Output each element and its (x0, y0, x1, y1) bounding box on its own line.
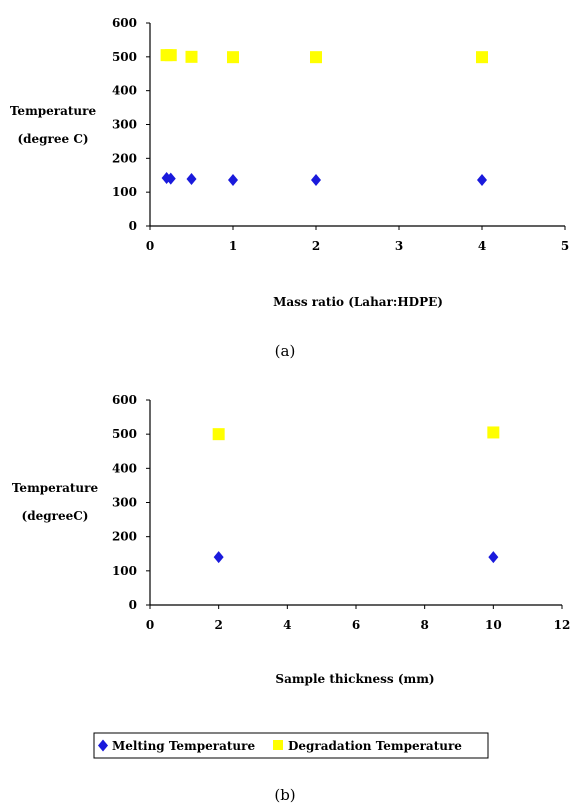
chart-a-y-tick-label: 400 (112, 84, 137, 98)
chart-a-degradation-point (476, 51, 488, 64)
chart-a-caption: (a) (275, 342, 296, 360)
chart-b-y-tick-label: 0 (129, 598, 137, 612)
chart-a-degradation-point (164, 49, 177, 62)
chart-a-degradation-point (310, 51, 322, 64)
chart-sample-thickness: Temperature (degreeC) Sample thickness (… (12, 393, 570, 804)
chart-b-x-tick-label: 12 (554, 618, 571, 632)
chart-a-x-tick-label: 2 (312, 239, 320, 253)
chart-b-ylabel-line1: Temperature (12, 481, 99, 495)
chart-a-melting-point (477, 173, 487, 186)
chart-a-x-tick-label: 5 (561, 239, 569, 253)
chart-b-degradation-point (212, 428, 225, 441)
chart-a-degradation-point (185, 50, 198, 63)
chart-b-melting-point (213, 551, 224, 564)
chart-a-y-tick-label: 600 (112, 16, 137, 30)
chart-b-y-tick-label: 600 (112, 393, 137, 407)
chart-a-melting-point (165, 172, 176, 185)
chart-b-degradation-point (487, 426, 500, 439)
chart-a-x-tick-label: 4 (478, 239, 486, 253)
chart-a-melting-point (186, 172, 197, 185)
chart-a-ylabel-line2: (degree C) (17, 132, 88, 146)
chart-b-y-tick-label: 200 (112, 530, 137, 544)
chart-b-ylabel-line2: (degreeC) (22, 509, 89, 523)
legend-box (93, 732, 489, 759)
chart-a-x-tick-label: 0 (146, 239, 154, 253)
legend-degradation-marker (273, 740, 283, 750)
chart-b-caption: (b) (274, 786, 295, 804)
chart-a-y-tick-label: 500 (112, 50, 137, 64)
chart-a-x-tick-label: 1 (229, 239, 237, 253)
chart-a-melting-point (228, 173, 238, 186)
chart-b-x-tick-label: 8 (420, 618, 428, 632)
chart-b-y-tick-label: 300 (112, 496, 137, 510)
chart-b-x-tick-label: 0 (146, 618, 154, 632)
chart-b-y-tick-label: 500 (112, 427, 137, 441)
chart-a-y-tick-label: 300 (112, 118, 137, 132)
chart-b-xlabel: Sample thickness (mm) (275, 672, 434, 686)
chart-a-melting-point (311, 173, 321, 186)
chart-b-x-tick-label: 6 (352, 618, 360, 632)
chart-a-y-tick-label: 100 (112, 185, 137, 199)
chart-a-xlabel: Mass ratio (Lahar:HDPE) (273, 295, 443, 309)
legend-degradation-label: Degradation Temperature (288, 739, 462, 753)
chart-a-x-tick-label: 3 (395, 239, 403, 253)
chart-a-degradation-point (227, 51, 239, 64)
chart-b-y-tick-label: 100 (112, 564, 137, 578)
chart-a-y-tick-label: 200 (112, 151, 137, 165)
legend: Melting Temperature Degradation Temperat… (93, 732, 489, 759)
legend-melting-marker (98, 739, 108, 752)
chart-b-melting-point (488, 551, 499, 564)
legend-melting-label: Melting Temperature (112, 739, 255, 753)
chart-b-x-tick-label: 2 (214, 618, 222, 632)
chart-a-y-tick-label: 0 (129, 219, 137, 233)
chart-b-x-tick-label: 10 (485, 618, 502, 632)
chart-b-y-tick-label: 400 (112, 461, 137, 475)
chart-mass-ratio: Temperature (degree C) Mass ratio (Lahar… (10, 16, 569, 360)
chart-a-ylabel-line1: Temperature (10, 104, 97, 118)
chart-b-x-tick-label: 4 (283, 618, 291, 632)
